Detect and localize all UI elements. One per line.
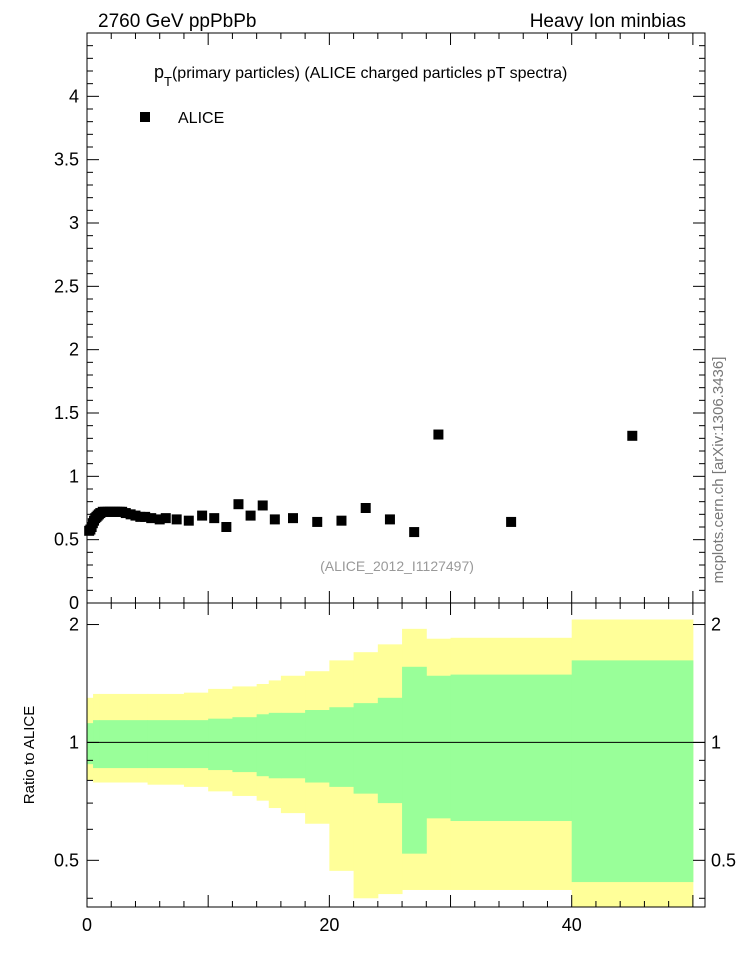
data-point <box>183 515 194 526</box>
data-point <box>506 516 517 527</box>
data-point <box>209 513 220 524</box>
x-tick-label: 20 <box>319 915 339 935</box>
inner-band <box>256 714 270 777</box>
bottom-y-tick-label-right: 0.5 <box>711 850 736 870</box>
legend-marker <box>140 112 150 122</box>
inner-band <box>426 675 452 819</box>
data-point <box>146 513 157 524</box>
x-tick-label: 40 <box>562 915 582 935</box>
top-panel: 0 0.5 1 1.5 2 2.5 3 3.5 4 <box>54 32 706 613</box>
data-point <box>257 500 268 511</box>
inner-band <box>87 723 94 765</box>
data-point <box>627 430 638 441</box>
inner-band <box>450 674 573 822</box>
inner-band <box>232 717 258 773</box>
inner-band <box>99 720 149 769</box>
inner-band <box>329 707 355 787</box>
inner-band <box>93 720 100 769</box>
data-point <box>140 511 151 522</box>
inner-band <box>183 720 209 769</box>
inner-band <box>402 666 427 854</box>
bottom-y-tick-label-right: 2 <box>711 615 721 635</box>
data-point <box>171 514 182 525</box>
header-left: 2760 GeV ppPbPb <box>98 11 256 32</box>
data-point <box>233 499 244 510</box>
plot-title-rest: (primary particles) (ALICE charged parti… <box>172 65 567 82</box>
bottom-y-axis-label: Ratio to ALICE <box>21 706 38 804</box>
plot-title-main: p <box>154 62 164 82</box>
top-y-tick-label: 1 <box>69 466 79 486</box>
header-right: Heavy Ion minbias <box>530 11 686 32</box>
top-y-tick-label: 0 <box>69 593 79 613</box>
plot-title-sub: T <box>164 74 172 89</box>
inner-band <box>268 712 282 779</box>
bottom-panel: 0.5 0.51 12 20 20 40 <box>54 602 736 935</box>
data-point <box>360 503 371 513</box>
side-label: mcplots.cern.ch [arXiv:1306.3436] <box>710 357 727 584</box>
data-point <box>433 429 444 440</box>
inner-band <box>280 712 306 779</box>
bottom-plot-frame <box>86 602 706 908</box>
data-point <box>245 510 256 521</box>
top-y-tick-label: 2.5 <box>54 276 79 296</box>
top-y-tick-label: 2 <box>69 340 79 360</box>
inner-band <box>305 710 330 783</box>
bottom-y-tick-label: 1 <box>69 732 79 752</box>
top-y-tick-label: 3 <box>69 213 79 233</box>
data-point <box>288 513 298 524</box>
inner-band <box>571 660 694 883</box>
data-point <box>384 514 395 525</box>
data-point <box>154 514 165 525</box>
data-point <box>269 514 280 525</box>
x-tick-label: 0 <box>82 915 92 935</box>
inner-band <box>147 720 185 769</box>
data-point <box>197 510 208 521</box>
top-y-tick-label: 1.5 <box>54 403 79 423</box>
top-y-tick-label: 3.5 <box>54 150 79 170</box>
inner-band <box>353 703 379 794</box>
plot-title: pT(primary particles) (ALICE charged par… <box>154 62 567 89</box>
data-point <box>221 522 232 532</box>
top-y-tick-label: 0.5 <box>54 530 79 550</box>
bottom-y-tick-label-right: 1 <box>711 732 721 752</box>
data-point <box>409 527 420 538</box>
analysis-reference: (ALICE_2012_I1127497) <box>320 558 474 574</box>
legend-label: ALICE <box>178 110 224 127</box>
data-point <box>160 513 171 524</box>
inner-band <box>208 718 233 771</box>
bottom-y-tick-label: 2 <box>69 615 79 635</box>
data-point <box>312 516 323 527</box>
top-y-tick-label: 4 <box>69 86 79 106</box>
chart-texts: 2760 GeV ppPbPb Heavy Ion minbias pT(pri… <box>21 11 727 804</box>
data-point <box>336 515 347 526</box>
bottom-y-tick-label: 0.5 <box>54 850 79 870</box>
inner-band <box>377 697 403 804</box>
